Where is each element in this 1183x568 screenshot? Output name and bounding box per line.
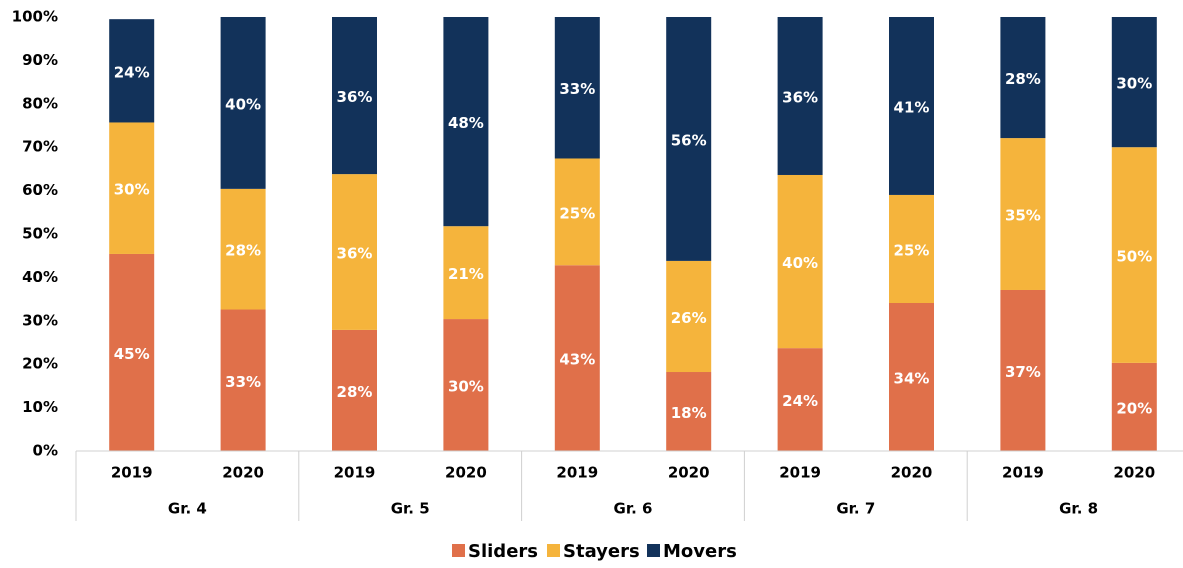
data-label: 50%	[1116, 248, 1152, 266]
data-label: 25%	[894, 241, 930, 259]
x-tick-label: 2020	[891, 464, 933, 482]
legend-swatch	[647, 544, 660, 557]
x-tick-label: 2020	[668, 464, 710, 482]
y-tick-label: 60%	[22, 181, 58, 199]
bar-segment	[1000, 138, 1046, 290]
x-tick-label: 2020	[222, 464, 264, 482]
group-label: Gr. 4	[168, 500, 207, 518]
bar-segment	[332, 174, 377, 330]
y-tick-label: 20%	[22, 355, 58, 373]
data-label: 33%	[559, 80, 595, 98]
data-label: 21%	[448, 265, 484, 283]
x-tick-label: 2019	[779, 464, 821, 482]
y-tick-label: 50%	[22, 225, 58, 243]
data-label: 24%	[782, 392, 818, 410]
bar-segment	[554, 265, 600, 451]
data-label: 40%	[225, 95, 261, 113]
bar-segment	[443, 319, 489, 451]
bar-segment	[332, 329, 377, 451]
y-tick-label: 90%	[22, 51, 58, 69]
bar-segment	[889, 194, 934, 304]
y-tick-label: 80%	[22, 94, 58, 112]
bar-segment	[666, 260, 712, 373]
data-label: 36%	[337, 88, 373, 106]
data-label: 24%	[114, 63, 150, 81]
data-label: 25%	[559, 204, 595, 222]
bar-segment	[109, 253, 155, 451]
data-label: 18%	[671, 404, 707, 422]
bar-segment	[443, 226, 489, 320]
legend-swatch	[452, 544, 465, 557]
bar-segment	[109, 122, 155, 254]
data-label: 43%	[559, 351, 595, 369]
bar-segment	[889, 303, 934, 451]
bar-segment	[1111, 147, 1157, 363]
bar-segment	[1000, 17, 1046, 139]
data-label: 30%	[1116, 75, 1152, 93]
bar-segment	[1111, 362, 1157, 451]
bar-segment	[666, 17, 712, 261]
data-label: 28%	[225, 242, 261, 260]
bar-segment	[220, 188, 266, 310]
bar-segment	[109, 19, 155, 123]
data-label: 48%	[448, 114, 484, 132]
data-label: 34%	[894, 370, 930, 388]
group-label: Gr. 6	[614, 500, 653, 518]
x-tick-label: 2020	[445, 464, 487, 482]
data-label: 33%	[225, 373, 261, 391]
bar-segment	[220, 17, 266, 189]
data-label: 36%	[782, 88, 818, 106]
bar-segment	[777, 174, 823, 349]
legend-swatch	[547, 544, 560, 557]
data-label: 41%	[894, 98, 930, 116]
data-label: 40%	[782, 254, 818, 272]
data-label: 37%	[1005, 363, 1041, 381]
legend-label: Movers	[663, 541, 737, 562]
data-label: 30%	[448, 378, 484, 396]
bar-segment	[554, 158, 600, 266]
bar-segment	[1000, 289, 1046, 451]
legend-label: Stayers	[563, 541, 640, 562]
bar-segment	[889, 17, 934, 195]
legend-label: Sliders	[468, 541, 538, 562]
y-tick-label: 100%	[12, 8, 58, 26]
data-label: 26%	[671, 309, 707, 327]
x-tick-label: 2019	[556, 464, 598, 482]
data-label: 56%	[671, 131, 707, 149]
group-label: Gr. 5	[391, 500, 430, 518]
y-tick-label: 40%	[22, 268, 58, 286]
bar-segment	[554, 17, 600, 159]
x-tick-label: 2019	[111, 464, 153, 482]
data-label: 28%	[1005, 70, 1041, 88]
y-tick-label: 70%	[22, 138, 58, 156]
x-tick-label: 2020	[1113, 464, 1155, 482]
bar-segment	[777, 17, 823, 175]
data-label: 36%	[337, 245, 373, 263]
bar-segment	[666, 372, 712, 451]
y-tick-label: 30%	[22, 311, 58, 329]
x-tick-label: 2019	[1002, 464, 1044, 482]
y-tick-label: 10%	[22, 398, 58, 416]
data-label: 35%	[1005, 207, 1041, 225]
data-label: 30%	[114, 181, 150, 199]
x-tick-label: 2019	[334, 464, 376, 482]
data-label: 45%	[114, 345, 150, 363]
bar-segment	[777, 348, 823, 451]
data-label: 28%	[337, 383, 373, 401]
bar-segment	[332, 17, 377, 175]
bar-segment	[220, 309, 266, 451]
group-label: Gr. 8	[1059, 500, 1098, 518]
y-tick-label: 0%	[33, 442, 58, 460]
bar-segment	[443, 17, 489, 227]
group-label: Gr. 7	[836, 500, 875, 518]
data-label: 20%	[1116, 399, 1152, 417]
bar-segment	[1111, 17, 1157, 148]
